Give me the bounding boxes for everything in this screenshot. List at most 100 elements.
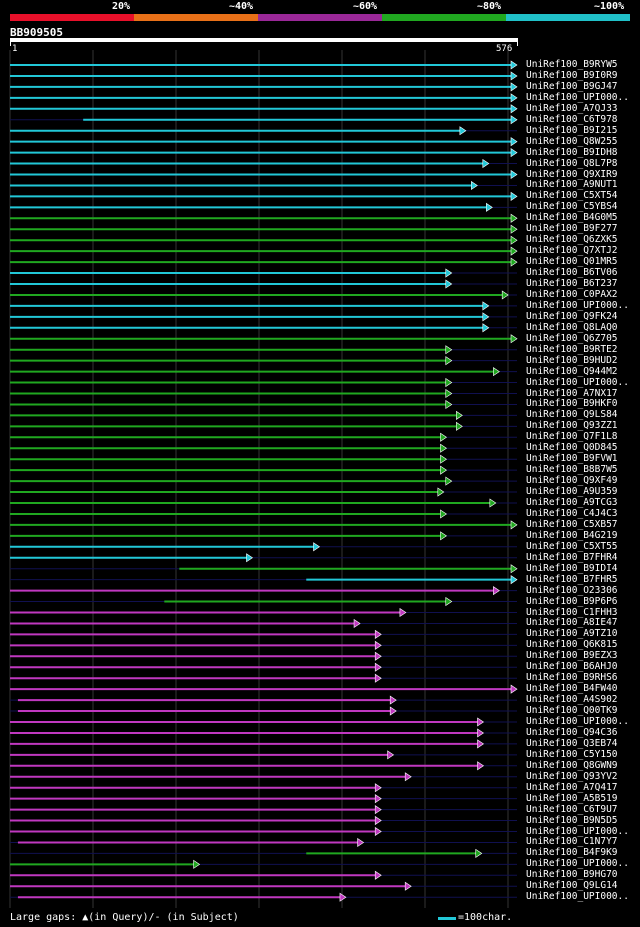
hit-arrow xyxy=(493,586,500,596)
hit-label[interactable]: UniRef100_C0PAX2 xyxy=(526,288,618,300)
hit-label[interactable]: UniRef100_B4G219 xyxy=(526,529,618,541)
hit-label[interactable]: UniRef100_B9IDI4 xyxy=(526,562,618,574)
hit-label[interactable]: UniRef100_B8B7W5 xyxy=(526,464,618,476)
hit-label[interactable]: UniRef100_A8IE47 xyxy=(526,617,618,629)
hit-label[interactable]: UniRef100_UPI000.. xyxy=(526,299,629,311)
hit-label[interactable]: UniRef100_O23306 xyxy=(526,584,618,596)
hit-label[interactable]: UniRef100_B4FW40 xyxy=(526,683,618,695)
hit-label[interactable]: UniRef100_A9U359 xyxy=(526,486,618,498)
hit-label[interactable]: UniRef100_Q8W255 xyxy=(526,135,618,147)
hit-label[interactable]: UniRef100_B9EZX3 xyxy=(526,650,618,662)
hit-arrow xyxy=(486,202,493,212)
hit-arrow xyxy=(445,279,453,289)
hit-label[interactable]: UniRef100_A5B519 xyxy=(526,792,618,804)
hit-label[interactable]: UniRef100_UPI000.. xyxy=(526,716,629,727)
hit-label[interactable]: UniRef100_B7FHR4 xyxy=(526,551,618,563)
hit-label[interactable]: UniRef100_Q6ZXK5 xyxy=(526,234,618,246)
hit-label[interactable]: UniRef100_C5Y150 xyxy=(526,748,618,760)
hit-arrow xyxy=(440,454,448,464)
hit-arrow xyxy=(510,575,518,585)
hit-label[interactable]: UniRef100_Q01MR5 xyxy=(526,256,618,268)
hit-label[interactable]: UniRef100_B9RHS6 xyxy=(526,672,618,684)
hit-label[interactable]: UniRef100_Q6K815 xyxy=(526,639,618,651)
hit-label[interactable]: UniRef100_B9FVW1 xyxy=(526,453,618,465)
hit-label[interactable]: UniRef100_A4S902 xyxy=(526,694,618,706)
hit-arrow xyxy=(440,531,448,541)
hit-label[interactable]: UniRef100_B9IDH8 xyxy=(526,146,618,158)
hit-arrow xyxy=(445,345,453,355)
hit-label[interactable]: UniRef100_B9I215 xyxy=(526,124,618,136)
hit-label[interactable]: UniRef100_Q6Z705 xyxy=(526,332,618,344)
hit-label[interactable]: UniRef100_B9HG70 xyxy=(526,869,618,881)
hit-label[interactable]: UniRef100_B7FHR5 xyxy=(526,573,618,585)
hit-label[interactable]: UniRef100_B4F9K9 xyxy=(526,847,618,859)
hit-label[interactable]: UniRef100_Q944M2 xyxy=(526,365,618,377)
hit-label[interactable]: UniRef100_B9HUD2 xyxy=(526,354,618,366)
hit-label[interactable]: UniRef100_Q9LG14 xyxy=(526,880,618,892)
hit-label[interactable]: UniRef100_UPI000.. xyxy=(526,825,629,837)
hit-arrow xyxy=(510,115,518,125)
hit-label[interactable]: UniRef100_C5XB57 xyxy=(526,518,618,530)
hit-label[interactable]: UniRef100_C1FHH3 xyxy=(526,606,618,618)
hit-label[interactable]: UniRef100_Q93YV2 xyxy=(526,770,618,782)
hit-label[interactable]: UniRef100_UPI000.. xyxy=(526,91,629,103)
hit-arrow xyxy=(193,859,201,869)
hit-label[interactable]: UniRef100_A9NUT1 xyxy=(526,179,618,191)
hit-label[interactable]: UniRef100_B4G0M5 xyxy=(526,212,618,224)
hit-label[interactable]: UniRef100_Q93ZZ1 xyxy=(526,420,618,432)
hit-label[interactable]: UniRef100_C5XT54 xyxy=(526,190,618,202)
hit-label[interactable]: UniRef100_C1N7Y7 xyxy=(526,836,618,848)
hit-label[interactable]: UniRef100_UPI000.. xyxy=(526,376,629,388)
hit-label[interactable]: UniRef100_C4J4C3 xyxy=(526,507,618,519)
hit-label[interactable]: UniRef100_Q7XTJ2 xyxy=(526,245,618,257)
hit-label[interactable]: UniRef100_UPI000.. xyxy=(526,858,629,870)
hit-label[interactable]: UniRef100_A7NX17 xyxy=(526,387,618,399)
hit-label[interactable]: UniRef100_Q9XIR9 xyxy=(526,168,618,180)
hit-label[interactable]: UniRef100_Q9XF49 xyxy=(526,475,618,487)
hit-label[interactable]: UniRef100_Q3EB74 xyxy=(526,737,618,749)
hit-arrow xyxy=(510,71,518,81)
hit-label[interactable]: UniRef100_B9F277 xyxy=(526,223,618,235)
hit-arrow xyxy=(482,312,490,322)
pct-label-80: ~80% xyxy=(477,1,502,12)
hit-label[interactable]: UniRef100_Q9LS84 xyxy=(526,409,618,421)
scale-legend-line xyxy=(438,917,456,920)
hit-label[interactable]: UniRef100_B9I0R9 xyxy=(526,69,618,81)
hit-label[interactable]: UniRef100_Q8L7P8 xyxy=(526,157,618,169)
hit-label[interactable]: UniRef100_C6T978 xyxy=(526,113,618,125)
query-name: BB909505 xyxy=(10,26,63,39)
hit-arrow xyxy=(374,640,382,650)
hit-label[interactable]: UniRef100_Q8GWN9 xyxy=(526,759,618,771)
hit-label[interactable]: UniRef100_B6TV06 xyxy=(526,267,618,279)
hit-label[interactable]: UniRef100_B9P6P6 xyxy=(526,595,618,607)
hit-label[interactable]: UniRef100_Q00TK9 xyxy=(526,705,618,717)
hit-arrow xyxy=(482,301,490,311)
hit-label[interactable]: UniRef100_C5YBS4 xyxy=(526,201,618,213)
hit-label[interactable]: UniRef100_C6T9U7 xyxy=(526,803,618,815)
hit-label[interactable]: UniRef100_A7QJ33 xyxy=(526,102,618,114)
hit-label[interactable]: UniRef100_B9GJ47 xyxy=(526,80,618,92)
hit-label[interactable]: UniRef100_Q7F1L8 xyxy=(526,431,618,443)
hit-label[interactable]: UniRef100_A9TZ10 xyxy=(526,628,618,640)
hit-label[interactable]: UniRef100_Q8LAQ0 xyxy=(526,321,618,333)
hit-label[interactable]: UniRef100_Q9FK24 xyxy=(526,310,618,322)
hit-label[interactable]: UniRef100_Q94C36 xyxy=(526,726,618,738)
hit-label[interactable]: UniRef100_A7Q417 xyxy=(526,781,618,793)
hit-arrow xyxy=(510,148,518,158)
hit-label[interactable]: UniRef100_B6T237 xyxy=(526,278,618,289)
hit-label[interactable]: UniRef100_B9RYW5 xyxy=(526,59,618,70)
hit-label[interactable]: UniRef100_B9N5D5 xyxy=(526,814,618,826)
hit-label[interactable]: UniRef100_A9TCG3 xyxy=(526,497,618,508)
pct-label-100: ~100% xyxy=(594,1,625,12)
hit-label[interactable]: UniRef100_B6AHJ0 xyxy=(526,661,618,673)
gaps-legend: Large gaps: ▲(in Query)/- (in Subject) xyxy=(10,912,239,923)
hit-label[interactable]: UniRef100_B9HKF0 xyxy=(526,398,618,410)
hit-label[interactable]: UniRef100_Q0D845 xyxy=(526,442,618,454)
hit-arrow xyxy=(374,783,382,793)
hit-label[interactable]: UniRef100_UPI000.. xyxy=(526,891,629,903)
hit-label[interactable]: UniRef100_C5XT55 xyxy=(526,540,618,552)
query-end-label: 576 xyxy=(496,44,513,54)
hit-arrow xyxy=(510,191,518,201)
hit-arrow xyxy=(510,82,518,92)
hit-label[interactable]: UniRef100_B9RTE2 xyxy=(526,343,618,355)
